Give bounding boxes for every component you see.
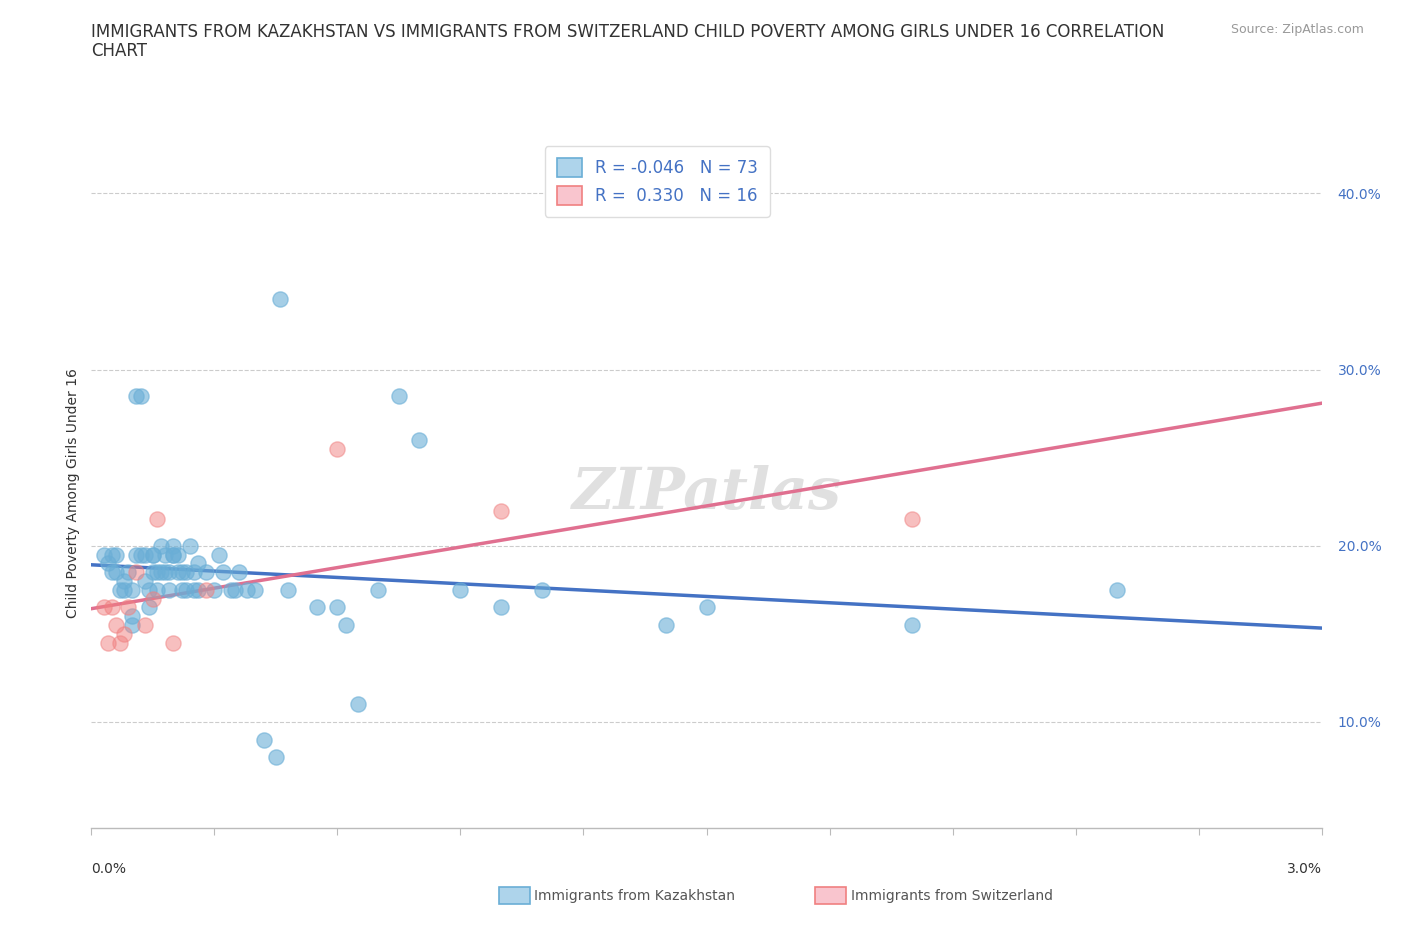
Point bbox=[207, 547, 229, 562]
Point bbox=[117, 600, 139, 615]
Point bbox=[134, 618, 156, 632]
Point bbox=[138, 600, 160, 615]
Point bbox=[112, 574, 135, 589]
Point bbox=[112, 582, 135, 597]
Point bbox=[183, 582, 205, 597]
Point bbox=[105, 618, 127, 632]
Legend: R = -0.046   N = 73, R =  0.330   N = 16: R = -0.046 N = 73, R = 0.330 N = 16 bbox=[546, 146, 769, 217]
Point bbox=[146, 582, 169, 597]
Point bbox=[170, 582, 193, 597]
Point bbox=[347, 697, 370, 711]
Point bbox=[224, 582, 246, 597]
Point bbox=[150, 565, 173, 579]
Point bbox=[166, 565, 188, 579]
Point bbox=[142, 547, 165, 562]
Text: Source: ZipAtlas.com: Source: ZipAtlas.com bbox=[1230, 23, 1364, 36]
Point bbox=[142, 565, 165, 579]
Point bbox=[245, 582, 267, 597]
Point bbox=[162, 538, 184, 553]
Point bbox=[101, 600, 124, 615]
Text: 0.0%: 0.0% bbox=[91, 862, 127, 876]
Point bbox=[211, 565, 233, 579]
Point bbox=[695, 600, 717, 615]
Point bbox=[170, 565, 193, 579]
Point bbox=[236, 582, 259, 597]
Point bbox=[269, 292, 291, 307]
Point bbox=[900, 618, 922, 632]
Point bbox=[125, 389, 148, 404]
Point bbox=[93, 600, 115, 615]
Point bbox=[174, 582, 197, 597]
Point bbox=[138, 582, 160, 597]
Point bbox=[101, 565, 124, 579]
Point bbox=[174, 565, 197, 579]
Point bbox=[162, 635, 184, 650]
Point bbox=[125, 547, 148, 562]
Point bbox=[93, 547, 115, 562]
Point bbox=[105, 547, 127, 562]
Point bbox=[305, 600, 328, 615]
Point bbox=[108, 582, 131, 597]
Point bbox=[134, 574, 156, 589]
Point bbox=[121, 582, 143, 597]
Point bbox=[162, 547, 184, 562]
Point bbox=[326, 442, 349, 457]
Point bbox=[129, 389, 152, 404]
Point bbox=[121, 609, 143, 624]
Point bbox=[108, 635, 131, 650]
Point bbox=[219, 582, 242, 597]
Point bbox=[112, 627, 135, 642]
Point bbox=[408, 432, 430, 447]
Point bbox=[491, 600, 513, 615]
Point bbox=[531, 582, 554, 597]
Point bbox=[162, 547, 184, 562]
Point bbox=[134, 547, 156, 562]
Point bbox=[183, 565, 205, 579]
Point bbox=[121, 618, 143, 632]
Point bbox=[654, 618, 676, 632]
Point bbox=[129, 547, 152, 562]
Point bbox=[335, 618, 357, 632]
Point bbox=[105, 565, 127, 579]
Point bbox=[142, 547, 165, 562]
Text: IMMIGRANTS FROM KAZAKHSTAN VS IMMIGRANTS FROM SWITZERLAND CHILD POVERTY AMONG GI: IMMIGRANTS FROM KAZAKHSTAN VS IMMIGRANTS… bbox=[91, 23, 1164, 41]
Point bbox=[153, 547, 177, 562]
Point bbox=[157, 582, 180, 597]
Point bbox=[146, 565, 169, 579]
Text: Immigrants from Switzerland: Immigrants from Switzerland bbox=[851, 888, 1053, 903]
Point bbox=[157, 565, 180, 579]
Point bbox=[228, 565, 250, 579]
Point bbox=[202, 582, 225, 597]
Point bbox=[252, 732, 274, 747]
Point bbox=[150, 538, 173, 553]
Point bbox=[900, 512, 922, 526]
Point bbox=[449, 582, 471, 597]
Point bbox=[142, 591, 165, 606]
Text: ZIPatlas: ZIPatlas bbox=[572, 465, 841, 521]
Point bbox=[277, 582, 299, 597]
Point bbox=[187, 582, 209, 597]
Point bbox=[388, 389, 411, 404]
Point bbox=[326, 600, 349, 615]
Point bbox=[101, 547, 124, 562]
Y-axis label: Child Poverty Among Girls Under 16: Child Poverty Among Girls Under 16 bbox=[66, 368, 80, 618]
Point bbox=[491, 503, 513, 518]
Text: Immigrants from Kazakhstan: Immigrants from Kazakhstan bbox=[534, 888, 735, 903]
Point bbox=[195, 565, 218, 579]
Point bbox=[153, 565, 177, 579]
Point bbox=[97, 556, 120, 571]
Point bbox=[146, 512, 169, 526]
Point bbox=[179, 538, 201, 553]
Point bbox=[117, 565, 139, 579]
Point bbox=[97, 635, 120, 650]
Text: 3.0%: 3.0% bbox=[1286, 862, 1322, 876]
Point bbox=[187, 556, 209, 571]
Point bbox=[1105, 582, 1128, 597]
Text: CHART: CHART bbox=[91, 42, 148, 60]
Point bbox=[195, 582, 218, 597]
Point bbox=[264, 750, 287, 764]
Point bbox=[166, 547, 188, 562]
Point bbox=[367, 582, 389, 597]
Point bbox=[125, 565, 148, 579]
